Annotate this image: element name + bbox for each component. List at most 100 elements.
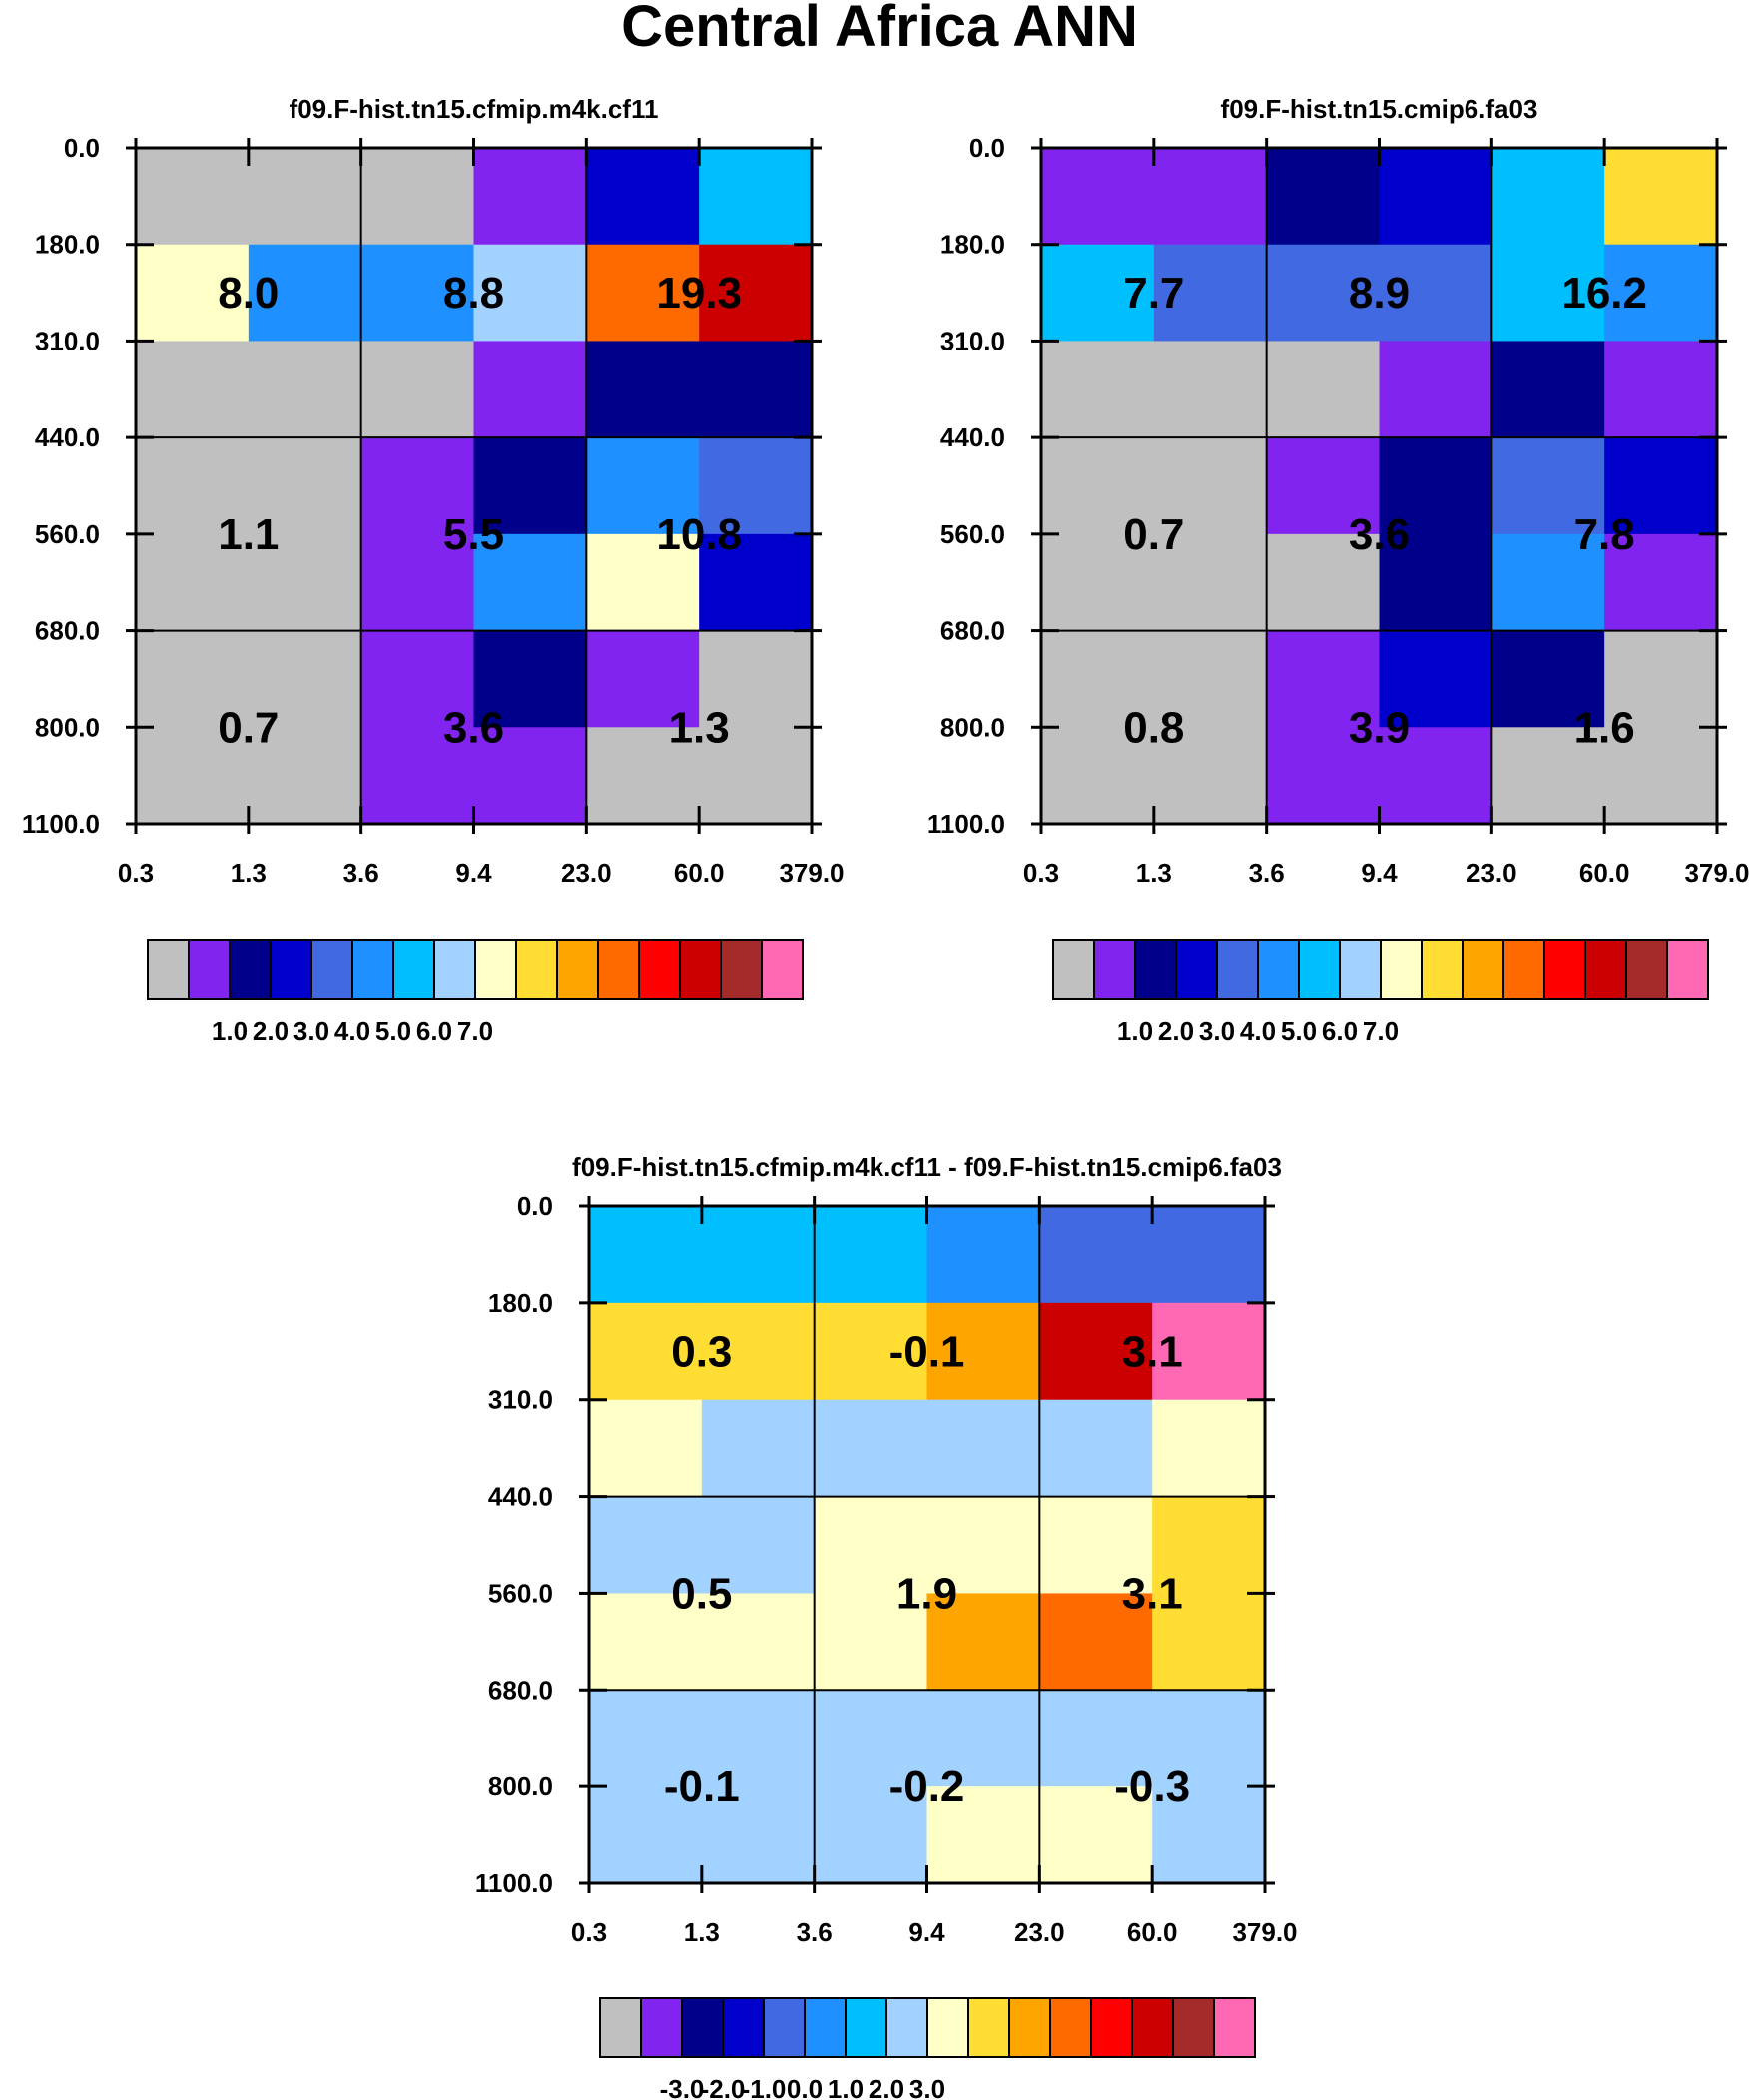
y-tick-label: 440.0	[35, 422, 100, 452]
x-tick-label: 379.0	[1684, 858, 1749, 888]
heatmap-cell	[248, 630, 362, 728]
heatmap-cell	[1491, 630, 1605, 728]
heatmap-cell	[926, 1496, 1040, 1595]
colorbar-swatch	[679, 939, 722, 1000]
heatmap-cell	[589, 1206, 703, 1304]
colorbar-label: 3.0	[293, 1016, 329, 1046]
colorbar-label: 1.0	[212, 1016, 248, 1046]
colorbar-swatch	[1093, 939, 1136, 1000]
colorbar-swatch	[474, 939, 517, 1000]
colorbar-swatch	[270, 939, 312, 1000]
y-tick-label: 680.0	[35, 616, 100, 646]
heatmap-cell	[473, 727, 587, 825]
cell-value-label: 0.7	[218, 703, 279, 752]
colorbar-swatch	[597, 939, 640, 1000]
y-tick-label: 800.0	[940, 712, 1005, 742]
x-tick-label: 379.0	[779, 858, 844, 888]
x-tick-label: 23.0	[1467, 858, 1517, 888]
x-tick-label: 23.0	[1014, 1917, 1065, 1947]
x-tick-label: 9.4	[908, 1917, 945, 1947]
heatmap-cell	[589, 1399, 703, 1498]
cell-value-label: 1.6	[1574, 703, 1635, 752]
colorbar-label: 2.0	[253, 1016, 289, 1046]
colorbar-swatch	[885, 1997, 928, 2058]
heatmap-cell	[1153, 630, 1268, 728]
heatmap-cell	[1039, 1690, 1153, 1787]
heatmap-cell	[814, 1496, 928, 1595]
cell-value-label: -0.3	[1114, 1762, 1190, 1811]
colorbar-swatch	[1052, 939, 1095, 1000]
heatmap-cell	[586, 533, 700, 632]
heatmap-cell	[473, 148, 587, 246]
cell-value-label: 0.5	[671, 1569, 732, 1618]
heatmap-cell	[586, 727, 700, 825]
y-tick-label: 310.0	[35, 326, 100, 355]
heatmap-cell	[1153, 148, 1268, 246]
colorbar-swatch	[1421, 939, 1464, 1000]
colorbar-swatch	[638, 939, 681, 1000]
x-tick-label: 3.6	[343, 858, 379, 888]
heatmap-cell	[701, 1786, 816, 1884]
heatmap-cell	[926, 1593, 1040, 1691]
cell-value-label: 3.9	[1349, 703, 1410, 752]
colorbar-label: 2.0	[1158, 1016, 1194, 1046]
colorbar-swatch	[1298, 939, 1341, 1000]
heatmap-cell	[473, 437, 587, 535]
cell-value-label: 3.6	[1349, 510, 1410, 559]
cell-value-label: 5.5	[443, 510, 504, 559]
x-tick-label: 9.4	[1361, 858, 1398, 888]
heatmap-cell	[1266, 244, 1381, 343]
heatmap-cell	[699, 533, 813, 632]
heatmap-cell	[1041, 630, 1155, 728]
x-tick-label: 60.0	[674, 858, 725, 888]
heatmap-cell	[1039, 1399, 1153, 1498]
heatmap-cell	[1491, 533, 1605, 632]
colorbar-label: 4.0	[1240, 1016, 1276, 1046]
colorbar-swatch	[1008, 1997, 1051, 2058]
cell-value-label: 3.6	[443, 703, 504, 752]
y-tick-label: 560.0	[488, 1578, 553, 1608]
heatmap-cell	[586, 437, 700, 535]
heatmap-cell	[814, 1399, 928, 1498]
heatmap-cell	[699, 437, 813, 535]
heatmap-cell	[360, 437, 475, 535]
heatmap-cell	[699, 341, 813, 438]
heatmap-cell	[1379, 148, 1492, 246]
cell-value-label: 8.0	[218, 269, 279, 318]
cell-value-label: -0.2	[889, 1762, 965, 1811]
heatmap-cell	[1491, 244, 1605, 343]
heatmap-cell	[1153, 341, 1268, 438]
x-tick-label: 0.3	[1023, 858, 1059, 888]
colorbar-swatch	[1625, 939, 1668, 1000]
colorbar-swatch	[761, 939, 804, 1000]
colorbar-swatch	[926, 1997, 969, 2058]
heatmap-cell	[136, 533, 250, 632]
heatmap-cell	[926, 1302, 1040, 1401]
panel-title: f09.F-hist.tn15.cmip6.fa03	[1221, 94, 1538, 124]
colorbar-swatch	[681, 1997, 724, 2058]
colorbar-swatch	[1502, 939, 1545, 1000]
cell-value-label: 3.1	[1122, 1327, 1183, 1376]
heatmap-cell	[1039, 1496, 1153, 1595]
cell-value-label: 1.9	[896, 1569, 957, 1618]
heatmap-cell	[699, 244, 813, 343]
y-tick-label: 560.0	[35, 519, 100, 549]
colorbar-label: 3.0	[1199, 1016, 1235, 1046]
x-tick-label: 9.4	[455, 858, 492, 888]
x-tick-label: 379.0	[1232, 1917, 1297, 1947]
colorbar-swatch	[967, 1997, 1010, 2058]
y-tick-label: 440.0	[940, 422, 1005, 452]
colorbar-swatch	[188, 939, 231, 1000]
heatmap-cell	[1266, 727, 1381, 825]
heatmap-cell	[248, 437, 362, 535]
y-tick-label: 680.0	[940, 616, 1005, 646]
heatmap-cell	[586, 244, 700, 343]
heatmap-cell	[926, 1206, 1040, 1304]
heatmap-cell	[136, 630, 250, 728]
heatmap-cell	[699, 727, 813, 825]
heatmap-cell	[1153, 727, 1268, 825]
heatmap-cell	[1039, 1206, 1153, 1304]
heatmap-cell	[360, 341, 475, 438]
heatmap-cell	[701, 1206, 816, 1304]
heatmap-cell	[1379, 727, 1492, 825]
